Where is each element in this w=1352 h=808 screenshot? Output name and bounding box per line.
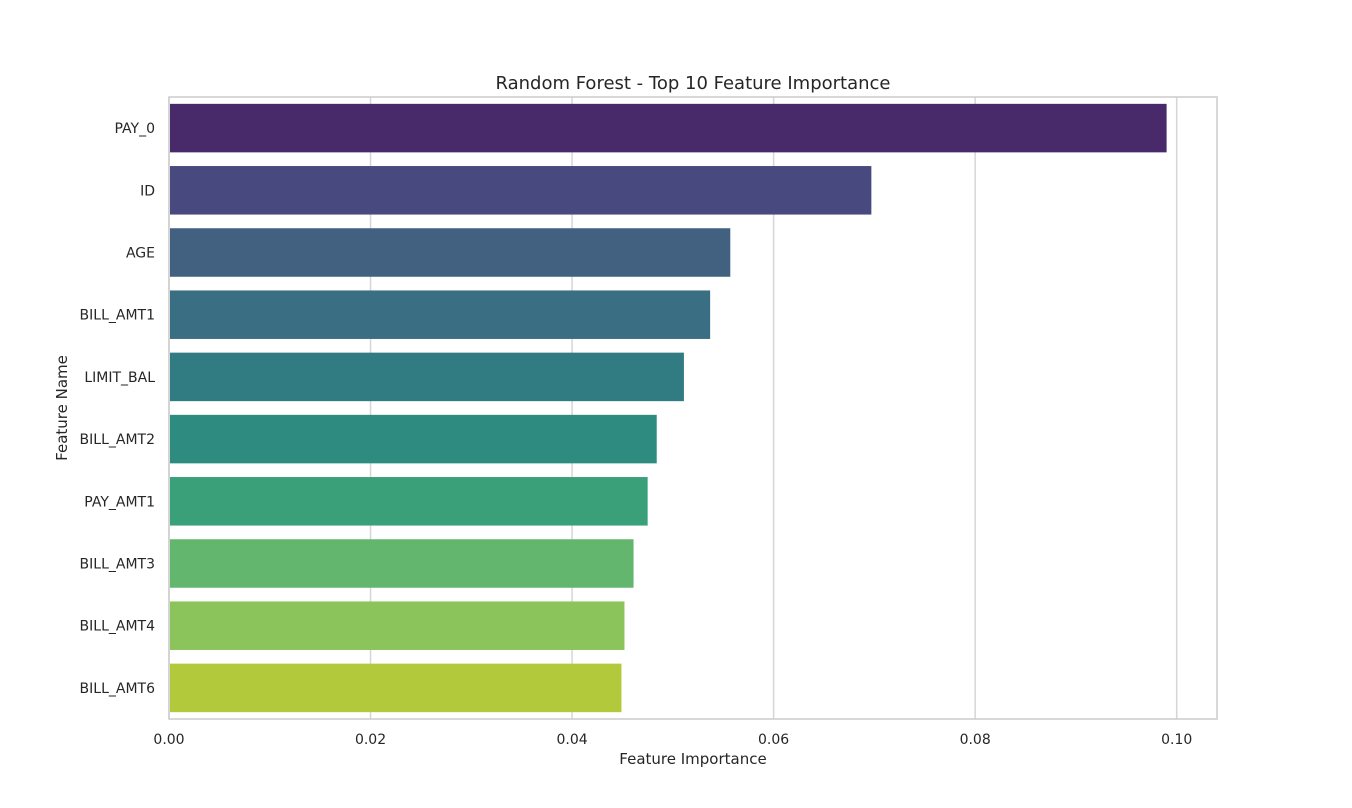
y-tick-label: BILL_AMT1 [80, 308, 155, 324]
x-tick-label: 0.06 [758, 732, 789, 748]
y-axis-label: Feature Name [53, 355, 71, 461]
bar-bill-amt6 [170, 663, 622, 713]
bar-id [170, 166, 872, 215]
y-tick-label: BILL_AMT2 [80, 432, 155, 448]
bar-bill-amt1 [170, 290, 711, 339]
bar-pay-amt1 [170, 477, 648, 526]
y-tick-label: LIMIT_BAL [84, 370, 155, 386]
y-tick-label: BILL_AMT6 [80, 681, 156, 697]
y-tick-label: BILL_AMT4 [80, 619, 156, 635]
y-tick-label: PAY_AMT1 [84, 494, 155, 510]
bars [170, 103, 1167, 713]
x-tick-label: 0.08 [960, 732, 991, 748]
bar-age [170, 228, 731, 277]
bar-bill-amt3 [170, 539, 634, 588]
y-tick-label: BILL_AMT3 [80, 557, 155, 573]
x-tick-label: 0.00 [153, 732, 184, 748]
y-tick-label: AGE [126, 246, 155, 262]
bar-bill-amt2 [170, 414, 657, 464]
y-tick-labels: PAY_0 ID AGE BILL_AMT1 LIMIT_BAL BILL_AMT2 PAY… [80, 121, 156, 697]
x-tick-label: 0.10 [1161, 732, 1192, 748]
y-tick-label: ID [140, 183, 155, 199]
bar-limit-bal [170, 352, 684, 402]
plot-frame [168, 96, 1218, 720]
bar-pay-0 [170, 103, 1167, 153]
x-tick-labels: 0.00 0.02 0.04 0.06 0.08 0.10 [153, 732, 1192, 748]
y-tick-label: PAY_0 [115, 121, 156, 137]
chart-title: Random Forest - Top 10 Feature Importanc… [495, 73, 890, 94]
x-axis-label: Feature Importance [619, 750, 766, 768]
x-tick-label: 0.04 [556, 732, 587, 748]
bar-bill-amt4 [170, 601, 625, 650]
x-tick-label: 0.02 [355, 732, 386, 748]
